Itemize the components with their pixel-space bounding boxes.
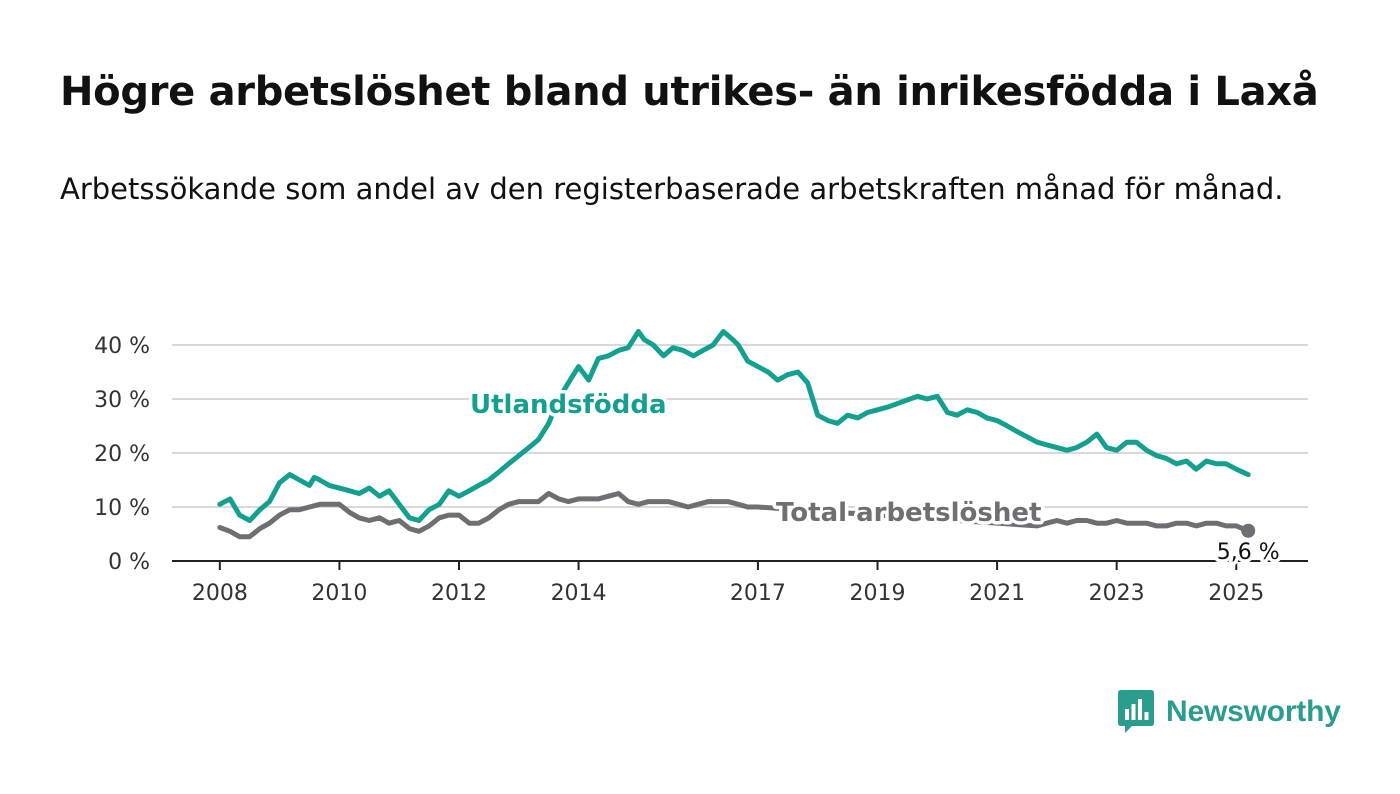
y-tick-label: 40 % xyxy=(94,334,150,359)
series-line-total xyxy=(217,491,1251,540)
brand-name: Newsworthy xyxy=(1166,695,1341,728)
x-tick-label: 2023 xyxy=(1089,581,1145,606)
series-lines xyxy=(217,329,1256,540)
x-tick-label: 2008 xyxy=(192,581,248,606)
y-tick-label: 20 % xyxy=(94,442,150,467)
bar-chart-speech-bubble-icon xyxy=(1118,690,1154,733)
end-point-marker xyxy=(1241,523,1256,538)
chart-title: Högre arbetslöshet bland utrikes- än inr… xyxy=(60,69,1319,115)
x-tick-label: 2021 xyxy=(969,581,1025,606)
series-labels: Utlandsfödda Total arbetslöshet 5,6 % xyxy=(467,387,1284,569)
newsworthy-logo: Newsworthy xyxy=(1118,690,1341,734)
x-tick-label: 2019 xyxy=(850,581,906,606)
y-tick-label: 30 % xyxy=(94,388,150,413)
chart-subtitle: Arbetssökande som andel av den registerb… xyxy=(60,172,1284,206)
end-value-label: 5,6 % xyxy=(1217,540,1280,565)
y-tick-label: 0 % xyxy=(108,550,150,575)
y-tick-label: 10 % xyxy=(94,496,150,521)
gridlines xyxy=(172,344,1308,508)
series-label-utlandsfodda: Utlandsfödda xyxy=(470,390,667,420)
x-tick-label: 2014 xyxy=(551,581,607,606)
x-tick-label: 2017 xyxy=(730,581,786,606)
x-axis-ticks: 2008 2010 2012 2014 2017 2019 2021 2023 2025 xyxy=(172,560,1308,606)
y-axis-tick-labels: 0 % 10 % 20 % 30 % 40 % xyxy=(94,334,150,575)
x-tick-label: 2010 xyxy=(311,581,367,606)
x-tick-label: 2012 xyxy=(431,581,487,606)
series-line-utlandsfodda xyxy=(217,329,1251,523)
series-label-total: Total arbetslöshet xyxy=(776,498,1041,528)
x-tick-label: 2025 xyxy=(1208,581,1264,606)
